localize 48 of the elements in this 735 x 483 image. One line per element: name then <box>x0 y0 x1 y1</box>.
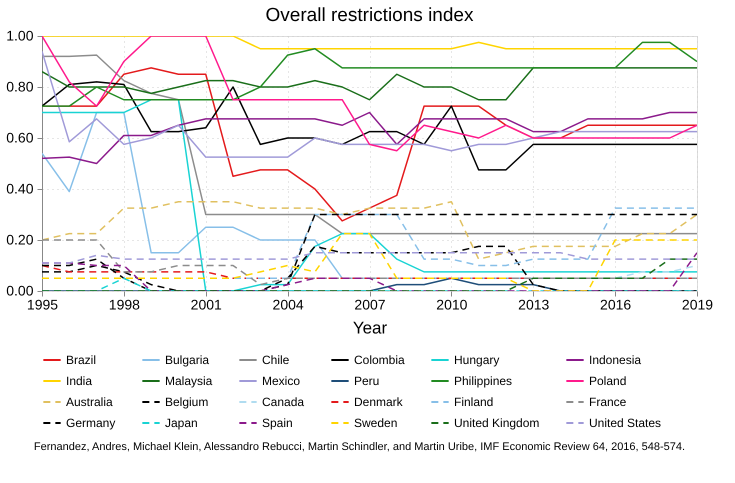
x-axis-title: Year <box>352 318 388 338</box>
legend-label: Bulgaria <box>165 353 210 367</box>
legend-label: Canada <box>262 395 304 409</box>
legend-label: Poland <box>589 374 626 388</box>
legend-label: Spain <box>262 416 293 430</box>
line-series <box>42 42 697 107</box>
text: Fernandez, Andres, Michael Klein, Alessandro Rebucci, Martin Schindler, and Martin Uribe, IMF Economic Review 64, 2016, 548-574. <box>34 441 686 453</box>
legend-label: Hungary <box>454 353 500 367</box>
legend-label: Chile <box>262 353 290 367</box>
legend-label: United States <box>589 416 662 430</box>
legend-label: Colombia <box>354 353 406 367</box>
legend-label: Mexico <box>262 374 300 388</box>
y-tick-label: 0.00 <box>6 282 34 298</box>
legend-label: Denmark <box>354 395 404 409</box>
legend-label: Finland <box>454 395 494 409</box>
line-series <box>42 112 697 164</box>
x-tick-label: 2001 <box>190 296 222 312</box>
line-series <box>42 252 697 264</box>
line-series <box>42 81 697 171</box>
legend-label: Peru <box>354 374 380 388</box>
y-tick-label: 1.00 <box>6 28 34 44</box>
y-tick-label: 0.60 <box>6 130 34 146</box>
x-tick-label: 2010 <box>436 296 468 312</box>
legend-label: Philippines <box>454 374 512 388</box>
x-tick-label: 2007 <box>354 296 386 312</box>
chart-title: Overall restrictions index <box>265 5 474 26</box>
legend-label: Malaysia <box>165 374 213 388</box>
line-series <box>42 201 697 260</box>
y-tick-label: 0.80 <box>6 78 34 94</box>
legend-label: Australia <box>66 395 114 409</box>
legend-label: Japan <box>165 416 198 430</box>
legend-label: France <box>589 395 627 409</box>
y-tick-label: 0.40 <box>6 180 34 196</box>
legend-label: United Kingdom <box>454 416 540 430</box>
legend-label: Sweden <box>354 416 398 430</box>
legend-label: India <box>66 374 92 388</box>
legend-label: Indonesia <box>589 353 642 367</box>
x-tick-label: 2016 <box>600 296 632 312</box>
legend-label: Germany <box>66 416 116 430</box>
x-tick-label: 2004 <box>272 296 304 312</box>
x-tick-label: 2019 <box>682 296 714 312</box>
line-series <box>42 50 697 158</box>
x-tick-label: 1995 <box>26 296 58 312</box>
x-tick-label: 2013 <box>518 296 550 312</box>
legend-label: Belgium <box>165 395 208 409</box>
legend-label: Brazil <box>66 353 96 367</box>
x-tick-label: 1998 <box>108 296 140 312</box>
y-tick-label: 0.20 <box>6 232 34 248</box>
